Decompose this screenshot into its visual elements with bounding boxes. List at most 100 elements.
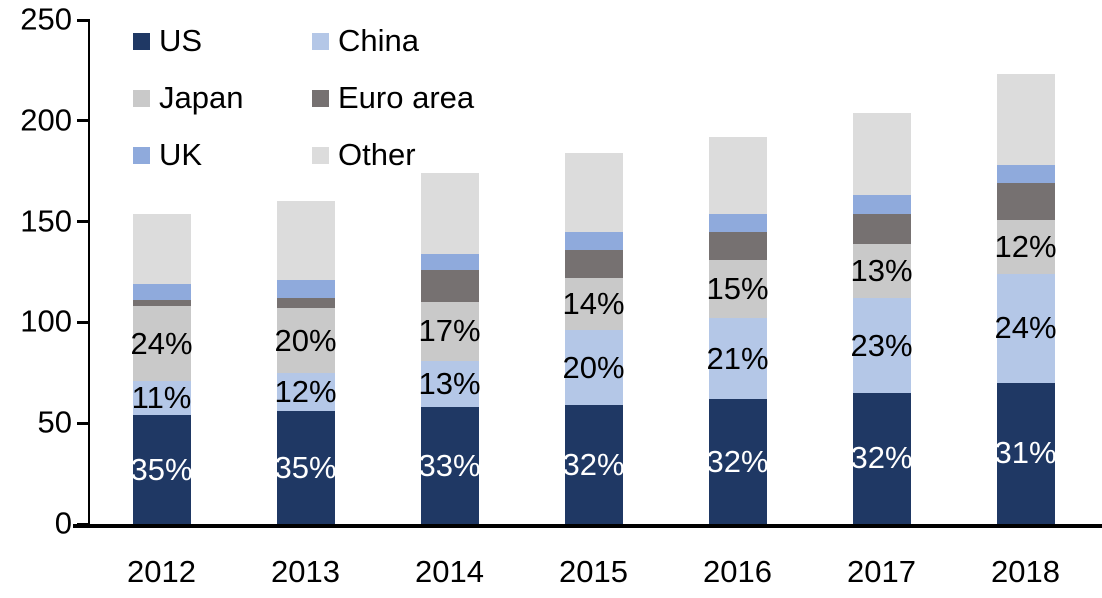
bar-segment-japan — [852, 243, 911, 299]
bar-segment-japan — [132, 306, 191, 381]
bar-segment-us — [564, 405, 623, 524]
legend-swatch-icon — [312, 89, 329, 107]
bar-segment-other — [276, 201, 335, 281]
bar-segment-china — [564, 330, 623, 406]
legend-swatch-icon — [133, 32, 150, 50]
legend-item-japan: Japan — [133, 80, 243, 116]
bar-segment-other — [996, 74, 1055, 166]
bar-segment-label: 35% — [130, 451, 193, 487]
x-axis-category-label: 2015 — [559, 554, 628, 589]
bar-segment-us — [420, 407, 479, 524]
bar-segment-other — [132, 213, 191, 285]
bar-segment-china — [852, 298, 911, 393]
bar-segment-euro-area — [276, 298, 335, 309]
bar-segment-uk — [996, 165, 1055, 184]
bar-segment-euro-area — [708, 231, 767, 260]
bar-segment-label: 24% — [994, 310, 1057, 346]
bar-segment-china — [132, 380, 191, 416]
bar-segment-label: 12% — [274, 373, 337, 409]
bar-segment-euro-area — [852, 213, 911, 244]
x-axis-category-label: 2013 — [271, 554, 340, 589]
y-axis-tick-label: 0 — [54, 505, 72, 541]
x-axis-category-label: 2012 — [127, 554, 196, 589]
bar-segment-us — [132, 415, 191, 524]
bar-segment-uk — [708, 213, 767, 232]
legend-label: Other — [338, 137, 416, 172]
y-axis-tick-label: 100 — [20, 303, 72, 339]
legend-label: Japan — [159, 80, 244, 115]
bar-segment-uk — [276, 280, 335, 299]
bar-segment-label: 31% — [994, 435, 1057, 471]
bar-segment-china — [708, 318, 767, 399]
y-axis-tick — [77, 421, 90, 425]
bar-segment-label: 13% — [850, 252, 913, 288]
bar-segment-label: 24% — [130, 325, 193, 361]
legend-item-other: Other — [312, 137, 416, 173]
bar-segment-uk — [564, 231, 623, 250]
bar-segment-other — [708, 136, 767, 214]
x-axis-category-label: 2018 — [991, 554, 1060, 589]
bar-segment-label: 33% — [418, 447, 481, 483]
legend-label: US — [159, 23, 203, 58]
bar-segment-label: 14% — [562, 286, 625, 322]
legend-swatch-icon — [312, 146, 329, 164]
y-axis-tick — [77, 220, 90, 224]
bar-segment-label: 35% — [274, 449, 337, 485]
bar-segment-japan — [996, 219, 1055, 274]
bar-segment-label: 11% — [131, 379, 192, 415]
legend-item-uk: UK — [133, 137, 202, 173]
bar-segment-label: 21% — [706, 340, 769, 376]
y-axis-tick — [77, 18, 90, 22]
bar-segment-other — [564, 153, 623, 232]
bar-segment-label: 20% — [274, 322, 337, 358]
bar-segment-us — [852, 392, 911, 524]
bar-segment-label: 13% — [418, 365, 481, 401]
bar-segment-us — [708, 399, 767, 524]
legend-swatch-icon — [133, 146, 150, 164]
bar-segment-label: 23% — [850, 327, 913, 363]
legend-label: UK — [159, 137, 203, 172]
bar-segment-euro-area — [564, 249, 623, 279]
y-axis-tick — [77, 119, 90, 123]
bar-segment-label: 12% — [994, 228, 1057, 264]
legend-item-us: US — [133, 23, 202, 59]
bar-segment-euro-area — [420, 269, 479, 303]
bar-segment-label: 32% — [706, 443, 769, 479]
bar-segment-euro-area — [996, 183, 1055, 220]
legend-label: China — [338, 23, 419, 58]
bar-segment-us — [996, 382, 1055, 524]
y-axis-tick-label: 50 — [37, 404, 72, 440]
bar-segment-uk — [132, 284, 191, 301]
bar-segment-label: 15% — [706, 271, 769, 307]
y-axis-tick-label: 200 — [20, 102, 72, 138]
y-axis-tick — [77, 320, 90, 324]
legend-item-euro-area: Euro area — [312, 80, 474, 116]
legend-item-china: China — [312, 23, 419, 59]
bar-segment-us — [276, 411, 335, 524]
x-axis-category-label: 2017 — [847, 554, 916, 589]
bar-segment-label: 17% — [418, 313, 481, 349]
bar-segment-japan — [276, 308, 335, 373]
y-axis-tick-label: 250 — [20, 1, 72, 37]
legend-label: Euro area — [338, 80, 475, 115]
bar-segment-euro-area — [132, 300, 191, 307]
bar-segment-other — [420, 173, 479, 254]
bar-segment-china — [996, 274, 1055, 383]
bar-segment-uk — [420, 253, 479, 270]
bar-segment-label: 32% — [850, 440, 913, 476]
legend-swatch-icon — [312, 32, 329, 50]
x-axis-line — [73, 524, 1102, 528]
y-axis-tick-label: 150 — [20, 202, 72, 238]
x-axis-category-label: 2014 — [415, 554, 484, 589]
bar-segment-japan — [420, 302, 479, 361]
bar-segment-china — [276, 372, 335, 412]
legend-swatch-icon — [133, 89, 150, 107]
bar-segment-other — [852, 112, 911, 196]
bar-segment-japan — [564, 278, 623, 331]
bar-segment-label: 32% — [562, 446, 625, 482]
bar-segment-label: 20% — [562, 349, 625, 385]
bar-segment-uk — [852, 195, 911, 214]
x-axis-category-label: 2016 — [703, 554, 772, 589]
bar-segment-china — [420, 360, 479, 408]
